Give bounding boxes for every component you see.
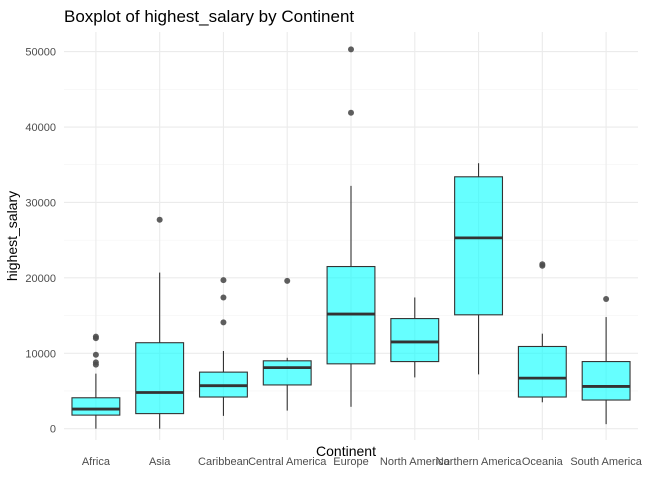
x-tick-label: Europe xyxy=(333,456,368,468)
box-europe xyxy=(326,46,376,407)
x-tick-label: North America xyxy=(380,456,451,468)
box-oceania xyxy=(517,261,567,403)
chart-title: Boxplot of highest_salary by Continent xyxy=(64,7,354,26)
outlier-point xyxy=(92,359,99,366)
outlier-point xyxy=(348,46,354,53)
box-caribbean xyxy=(198,277,248,416)
x-tick-label: Africa xyxy=(82,456,111,468)
y-tick-label: 10000 xyxy=(25,348,56,360)
x-tick-label: Northern America xyxy=(436,456,522,468)
outlier-point xyxy=(92,333,99,340)
outlier-point xyxy=(539,261,546,268)
outlier-point xyxy=(156,216,163,223)
outlier-point xyxy=(220,319,227,326)
y-tick-label: 20000 xyxy=(25,273,56,285)
box-series xyxy=(71,46,631,429)
box-body xyxy=(517,345,567,398)
x-tick-label: Caribbean xyxy=(198,456,249,468)
box-central-america xyxy=(262,277,312,411)
y-tick-label: 0 xyxy=(50,424,56,436)
y-tick-label: 50000 xyxy=(25,47,56,59)
box-south-america xyxy=(581,295,631,425)
box-body xyxy=(71,397,121,416)
box-body xyxy=(581,361,631,401)
box-body xyxy=(390,318,440,363)
outlier-point xyxy=(284,277,291,284)
y-tick-label: 30000 xyxy=(25,197,56,209)
x-tick-label: South America xyxy=(570,456,642,468)
outlier-point xyxy=(603,295,610,302)
x-axis-title: Continent xyxy=(316,443,376,459)
box-asia xyxy=(135,216,185,429)
box-body xyxy=(454,176,504,316)
box-africa xyxy=(71,333,121,429)
x-tick-label: Asia xyxy=(149,456,171,468)
y-axis-title: highest_salary xyxy=(4,191,20,281)
box-body xyxy=(262,360,312,386)
box-northern-america xyxy=(454,163,504,375)
outlier-point xyxy=(348,109,354,116)
outlier-point xyxy=(220,294,227,301)
tick-labels: 0 10000 20000 30000 40000 50000 Africa Asia Cari… xyxy=(25,47,642,468)
y-tick-label: 40000 xyxy=(25,122,56,134)
outlier-point xyxy=(92,351,99,358)
box-body xyxy=(135,342,185,415)
outlier-point xyxy=(220,277,227,284)
box-north-america xyxy=(390,297,440,378)
x-tick-label: Central America xyxy=(248,456,327,468)
x-tick-label: Oceania xyxy=(522,456,564,468)
